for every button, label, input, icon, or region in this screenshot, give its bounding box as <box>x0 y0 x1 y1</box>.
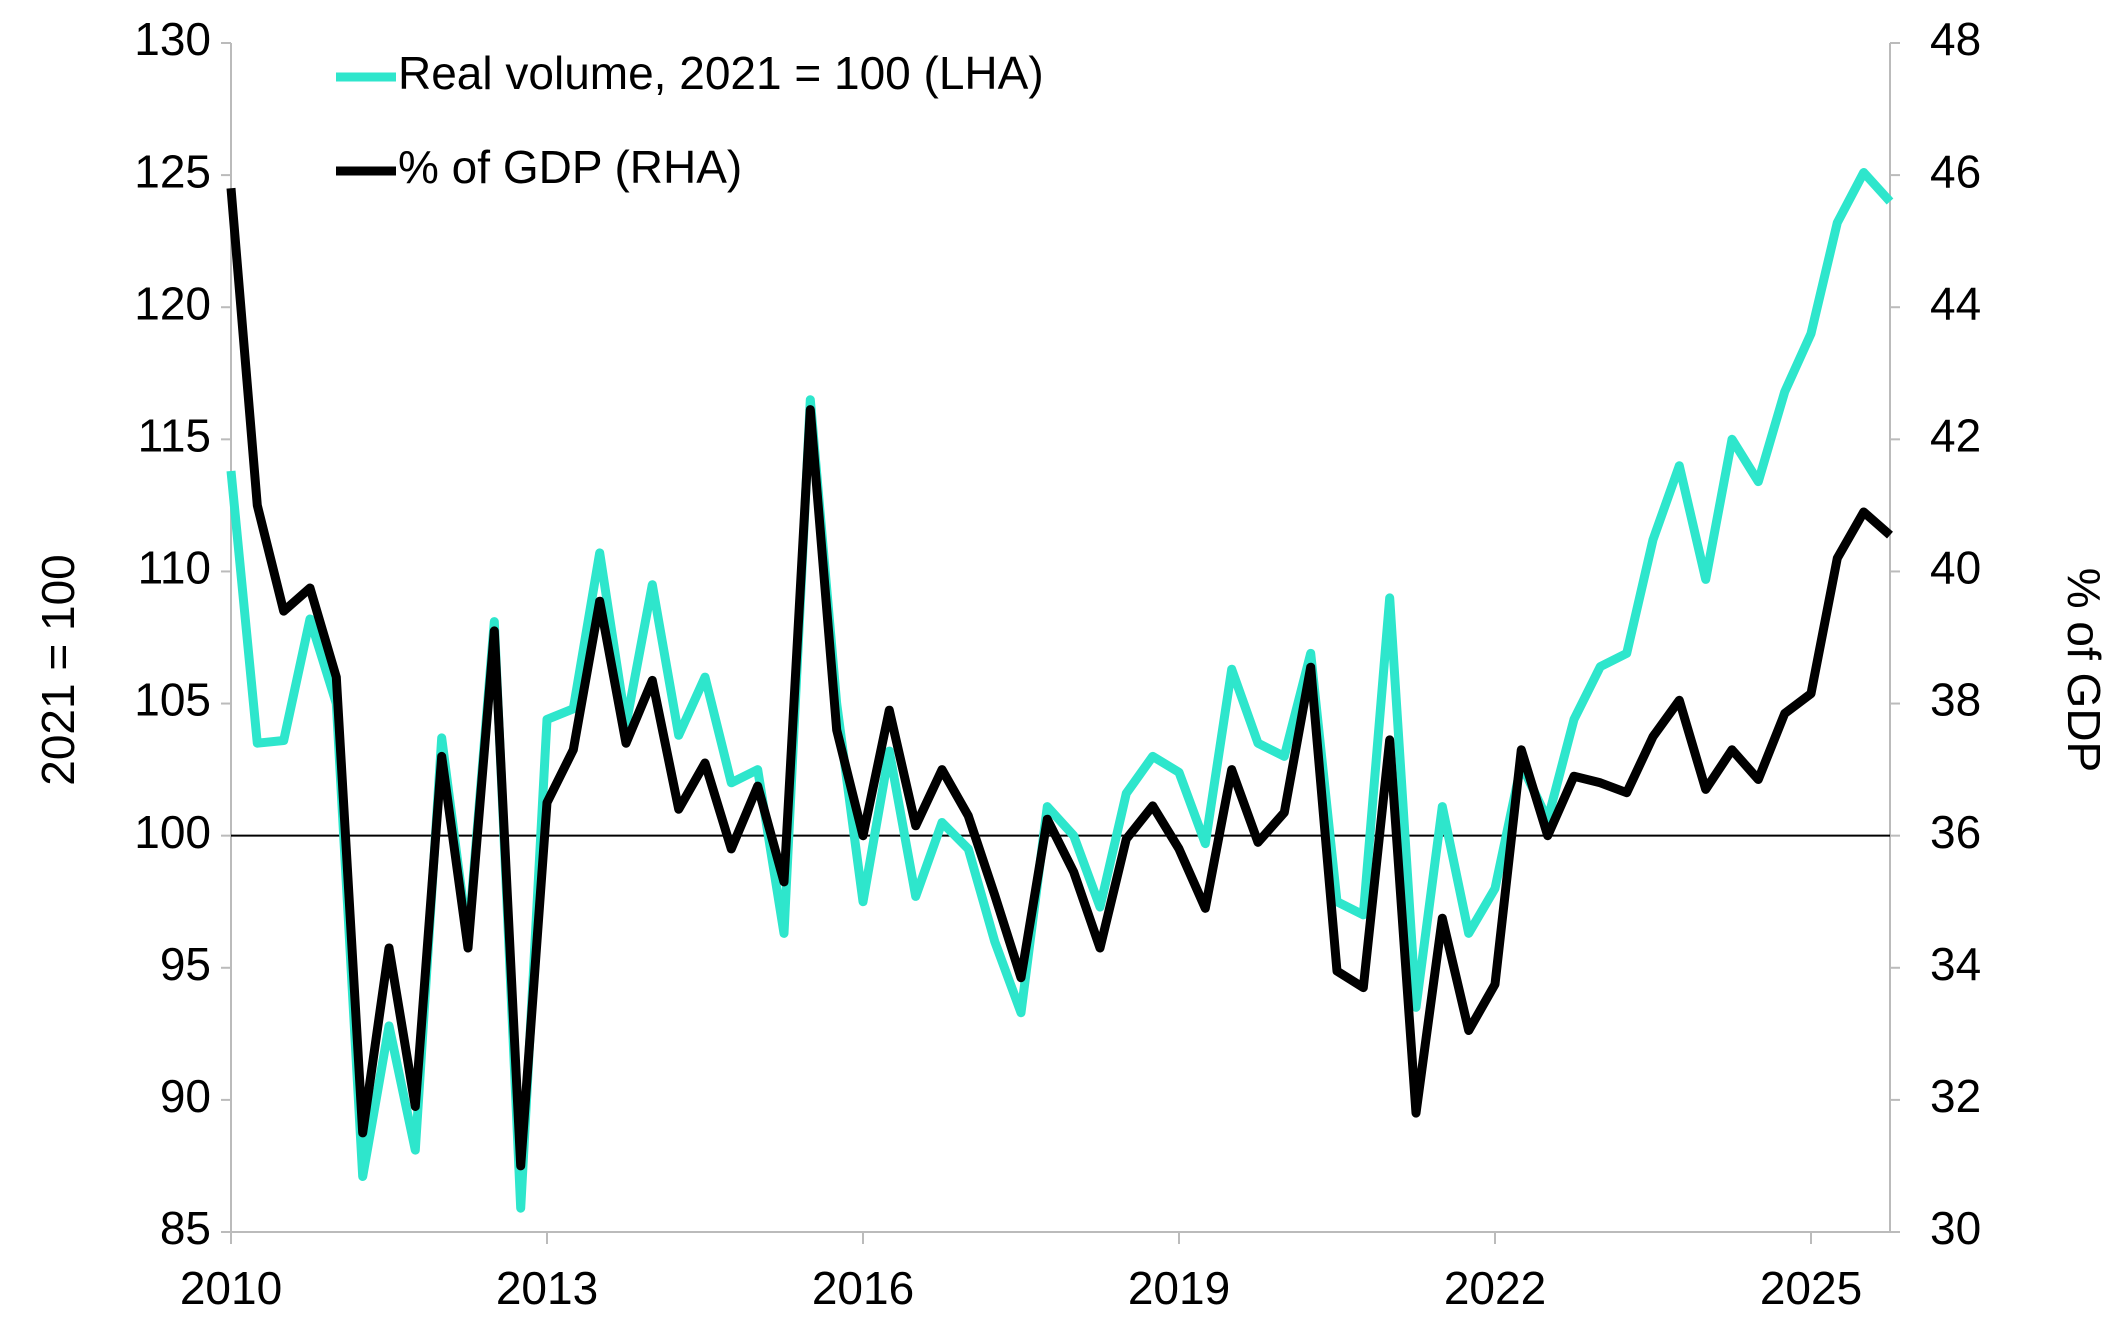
y2-tick-label: 48 <box>1930 13 1981 65</box>
y-tick-label: 85 <box>160 1202 211 1254</box>
y-tick-label: 120 <box>134 277 211 329</box>
x-tick-label: 2016 <box>812 1262 914 1314</box>
x-tick-label: 2013 <box>496 1262 598 1314</box>
y2-tick-label: 44 <box>1930 277 1981 329</box>
y2-tick-label: 38 <box>1930 674 1981 726</box>
series-line <box>226 168 1894 1213</box>
y-tick-label: 130 <box>134 13 211 65</box>
legend-label: % of GDP (RHA) <box>398 141 742 193</box>
y2-tick-label: 34 <box>1930 938 1981 990</box>
y2-tick-label: 40 <box>1930 542 1981 594</box>
y-tick-label: 100 <box>134 806 211 858</box>
y-tick-label: 115 <box>138 409 211 461</box>
x-tick-label: 2022 <box>1444 1262 1546 1314</box>
legend-label: Real volume, 2021 = 100 (LHA) <box>398 47 1044 99</box>
series-line <box>226 187 1893 1171</box>
y-axis-title: 2021 = 100 <box>32 554 84 786</box>
y2-tick-label: 46 <box>1930 145 1981 197</box>
y2-axis-title: % of GDP <box>2058 568 2105 773</box>
y-tick-label: 105 <box>134 674 211 726</box>
x-tick-label: 2010 <box>180 1262 282 1314</box>
y2-tick-label: 32 <box>1930 1070 1981 1122</box>
x-tick-label: 2025 <box>1760 1262 1862 1314</box>
y-tick-label: 95 <box>160 938 211 990</box>
y2-tick-label: 42 <box>1930 409 1981 461</box>
y-tick-label: 90 <box>160 1070 211 1122</box>
y2-tick-label: 30 <box>1930 1202 1981 1254</box>
y2-tick-label: 36 <box>1930 806 1981 858</box>
y-tick-label: 110 <box>138 542 211 594</box>
x-tick-label: 2019 <box>1128 1262 1230 1314</box>
y-tick-label: 125 <box>134 145 211 197</box>
